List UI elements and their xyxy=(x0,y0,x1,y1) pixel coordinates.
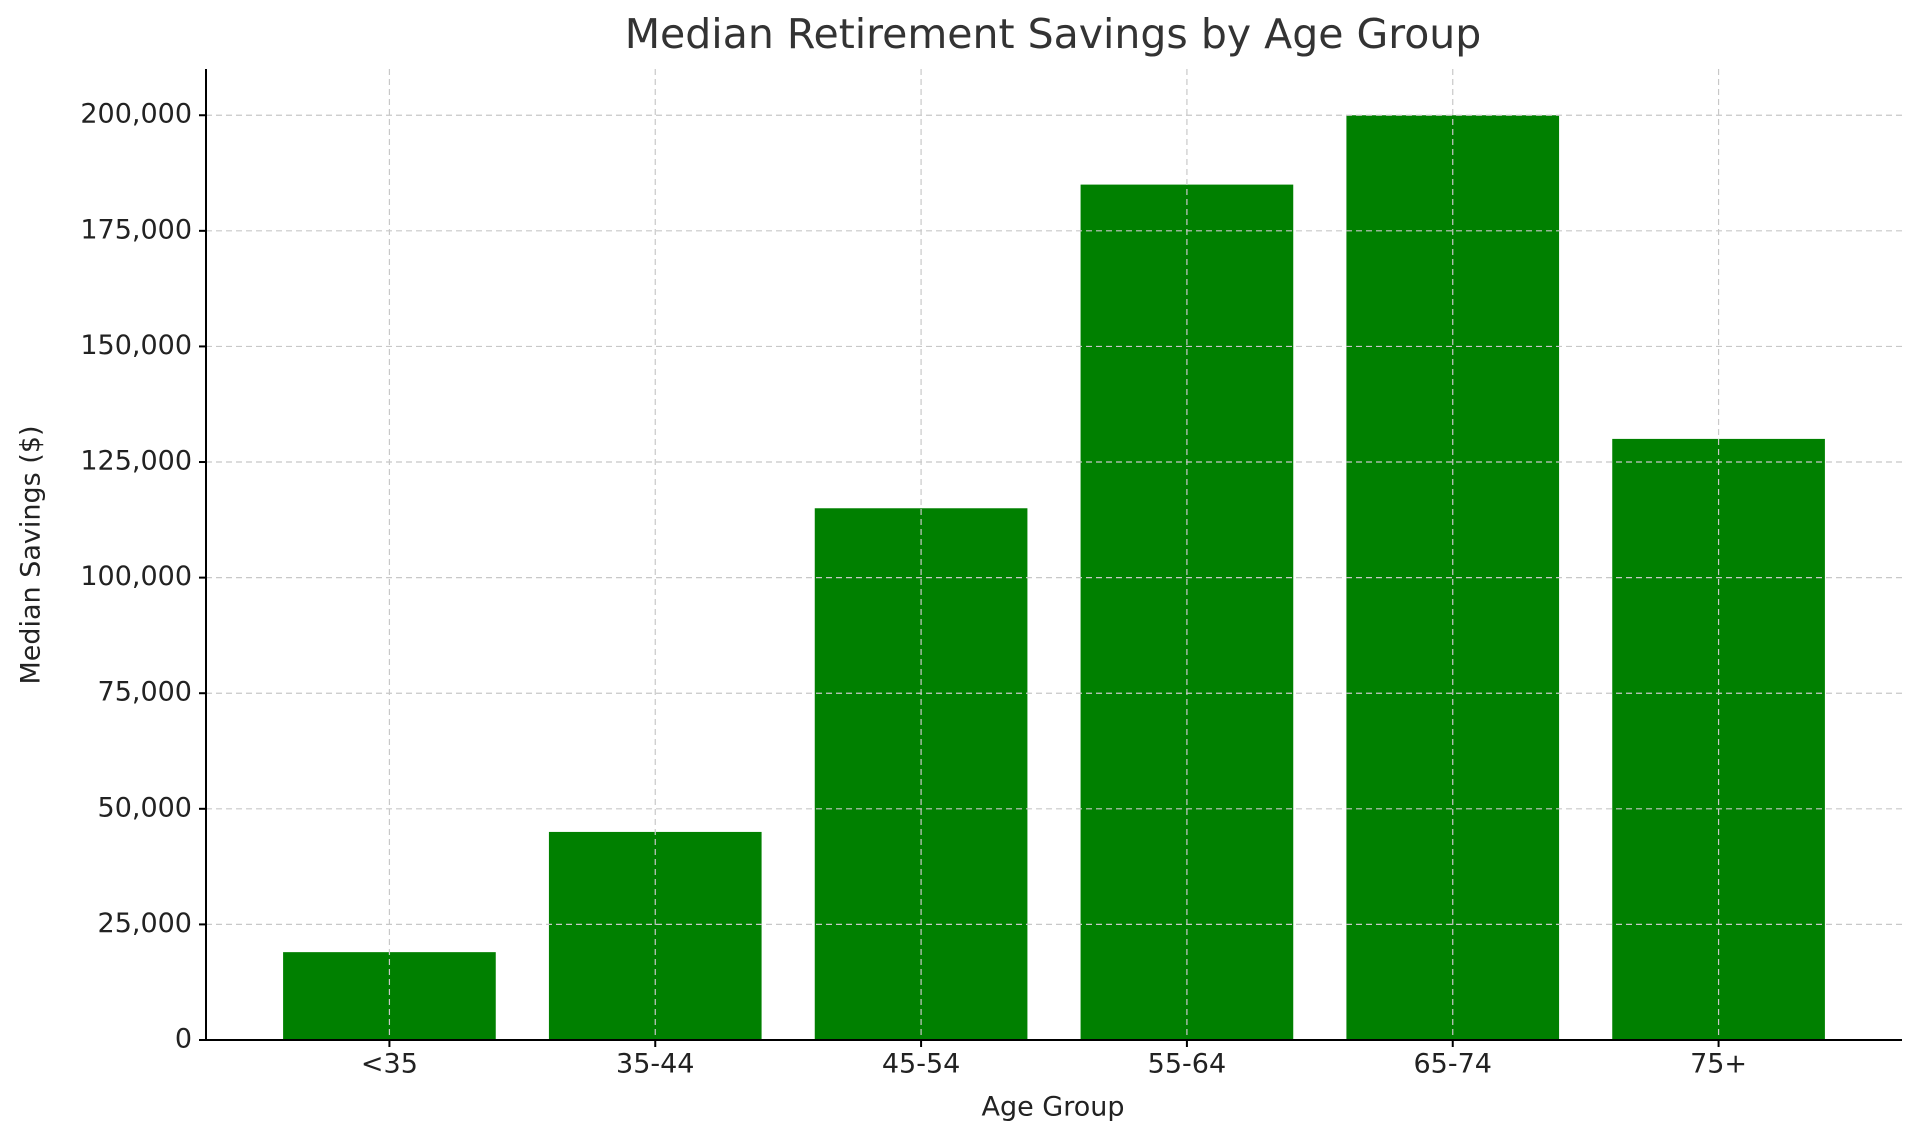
chart-title: Median Retirement Savings by Age Group xyxy=(625,10,1482,58)
bar xyxy=(548,831,762,1040)
bar xyxy=(283,952,496,1040)
x-tick-label: 75+ xyxy=(1690,1049,1747,1080)
y-tick-label: 150,000 xyxy=(80,330,192,361)
y-tick-label: 25,000 xyxy=(98,908,192,939)
y-tick-label: 50,000 xyxy=(98,792,192,823)
y-tick-label: 100,000 xyxy=(80,561,192,592)
y-axis-label: Median Savings ($) xyxy=(16,425,47,684)
x-tick-label: 45-54 xyxy=(882,1049,960,1080)
y-tick-label: 125,000 xyxy=(80,446,192,477)
y-tick-label: 175,000 xyxy=(80,214,192,245)
x-tick-label: 55-64 xyxy=(1148,1049,1226,1080)
y-tick-label: 0 xyxy=(175,1024,192,1055)
y-tick-label: 200,000 xyxy=(80,99,192,130)
x-tick-label: 65-74 xyxy=(1414,1049,1492,1080)
x-tick-label: 35-44 xyxy=(616,1049,694,1080)
y-tick-label: 75,000 xyxy=(98,677,192,708)
x-tick-label: <35 xyxy=(361,1049,418,1080)
x-axis-label: Age Group xyxy=(981,1092,1124,1123)
